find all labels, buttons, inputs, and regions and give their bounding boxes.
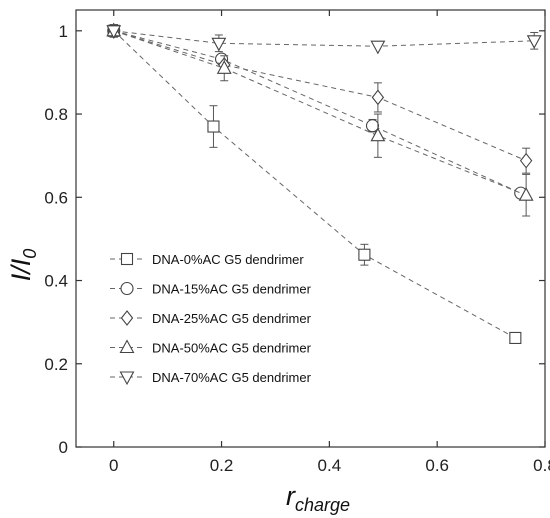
legend-marker	[120, 252, 134, 266]
x-axis-label-sub: charge	[295, 495, 350, 515]
data-point	[519, 152, 533, 169]
series-line	[113, 30, 527, 162]
data-point	[370, 127, 386, 142]
x-tick-label: 0.2	[210, 456, 234, 475]
data-point	[370, 40, 386, 55]
data-point	[371, 89, 385, 106]
y-tick-label: 0.8	[44, 105, 68, 124]
series-line	[113, 30, 516, 339]
legend-label: DNA-0%AC G5 dendrimer	[152, 252, 304, 267]
data-point	[216, 60, 232, 74]
legend-marker	[120, 281, 134, 296]
legend-marker	[119, 339, 135, 354]
legend-item: DNA-50%AC G5 dendrimer	[110, 339, 312, 356]
svg-text:I/I0: I/I0	[6, 249, 40, 282]
series-triangle-up	[106, 22, 534, 217]
data-point	[106, 25, 122, 39]
plot-axes: 0 0.2 0.4 0.6 0.8 0 0.2 0.4 0.6 0.8 1	[44, 9, 550, 475]
legend-label: DNA-50%AC G5 dendrimer	[152, 341, 312, 356]
y-tick-label: 0	[59, 438, 68, 457]
x-tick-label: 0.6	[425, 456, 449, 475]
y-axis-label: I/I0	[6, 249, 40, 282]
series-triangle-down	[106, 24, 542, 55]
legend-item: DNA-70%AC G5 dendrimer	[110, 370, 312, 386]
y-axis-label-main: I/I	[6, 258, 36, 281]
y-tick-label: 0.6	[44, 188, 68, 207]
data-point	[207, 120, 220, 133]
data-point	[358, 248, 371, 261]
x-axis-label-main: r	[286, 481, 296, 511]
data-point	[518, 187, 534, 201]
legend-label: DNA-15%AC G5 dendrimer	[152, 282, 312, 297]
legend-marker	[119, 371, 135, 386]
series-layer	[106, 22, 542, 345]
legend-item: DNA-15%AC G5 dendrimer	[110, 282, 312, 297]
series-diamond	[107, 22, 533, 174]
legend-label: DNA-25%AC G5 dendrimer	[152, 311, 312, 326]
legend-label: DNA-70%AC G5 dendrimer	[152, 370, 312, 385]
legend: DNA-0%AC G5 dendrimer DNA-15%AC G5 dendri…	[110, 252, 312, 386]
series-line	[113, 30, 527, 196]
series-circle	[107, 24, 528, 200]
data-point	[526, 35, 542, 49]
y-tick-label: 0.2	[44, 355, 68, 374]
legend-item: DNA-0%AC G5 dendrimer	[110, 252, 304, 267]
x-tick-label: 0.4	[318, 456, 342, 475]
plot-frame	[75, 9, 546, 448]
legend-item: DNA-25%AC G5 dendrimer	[110, 310, 312, 326]
data-point	[211, 37, 227, 52]
series-line	[113, 30, 535, 47]
legend-marker	[120, 310, 134, 326]
series-line	[113, 30, 521, 194]
x-tick-label: 0	[109, 456, 118, 475]
y-tick-label: 0.4	[44, 272, 68, 291]
y-tick-label: 1	[59, 22, 68, 41]
data-point	[365, 119, 380, 133]
svg-text:rcharge: rcharge	[286, 481, 350, 515]
data-point	[509, 331, 522, 345]
y-axis-label-sub: 0	[20, 249, 40, 259]
x-tick-label: 0.8	[533, 456, 550, 475]
x-axis-label: rcharge	[286, 481, 350, 515]
